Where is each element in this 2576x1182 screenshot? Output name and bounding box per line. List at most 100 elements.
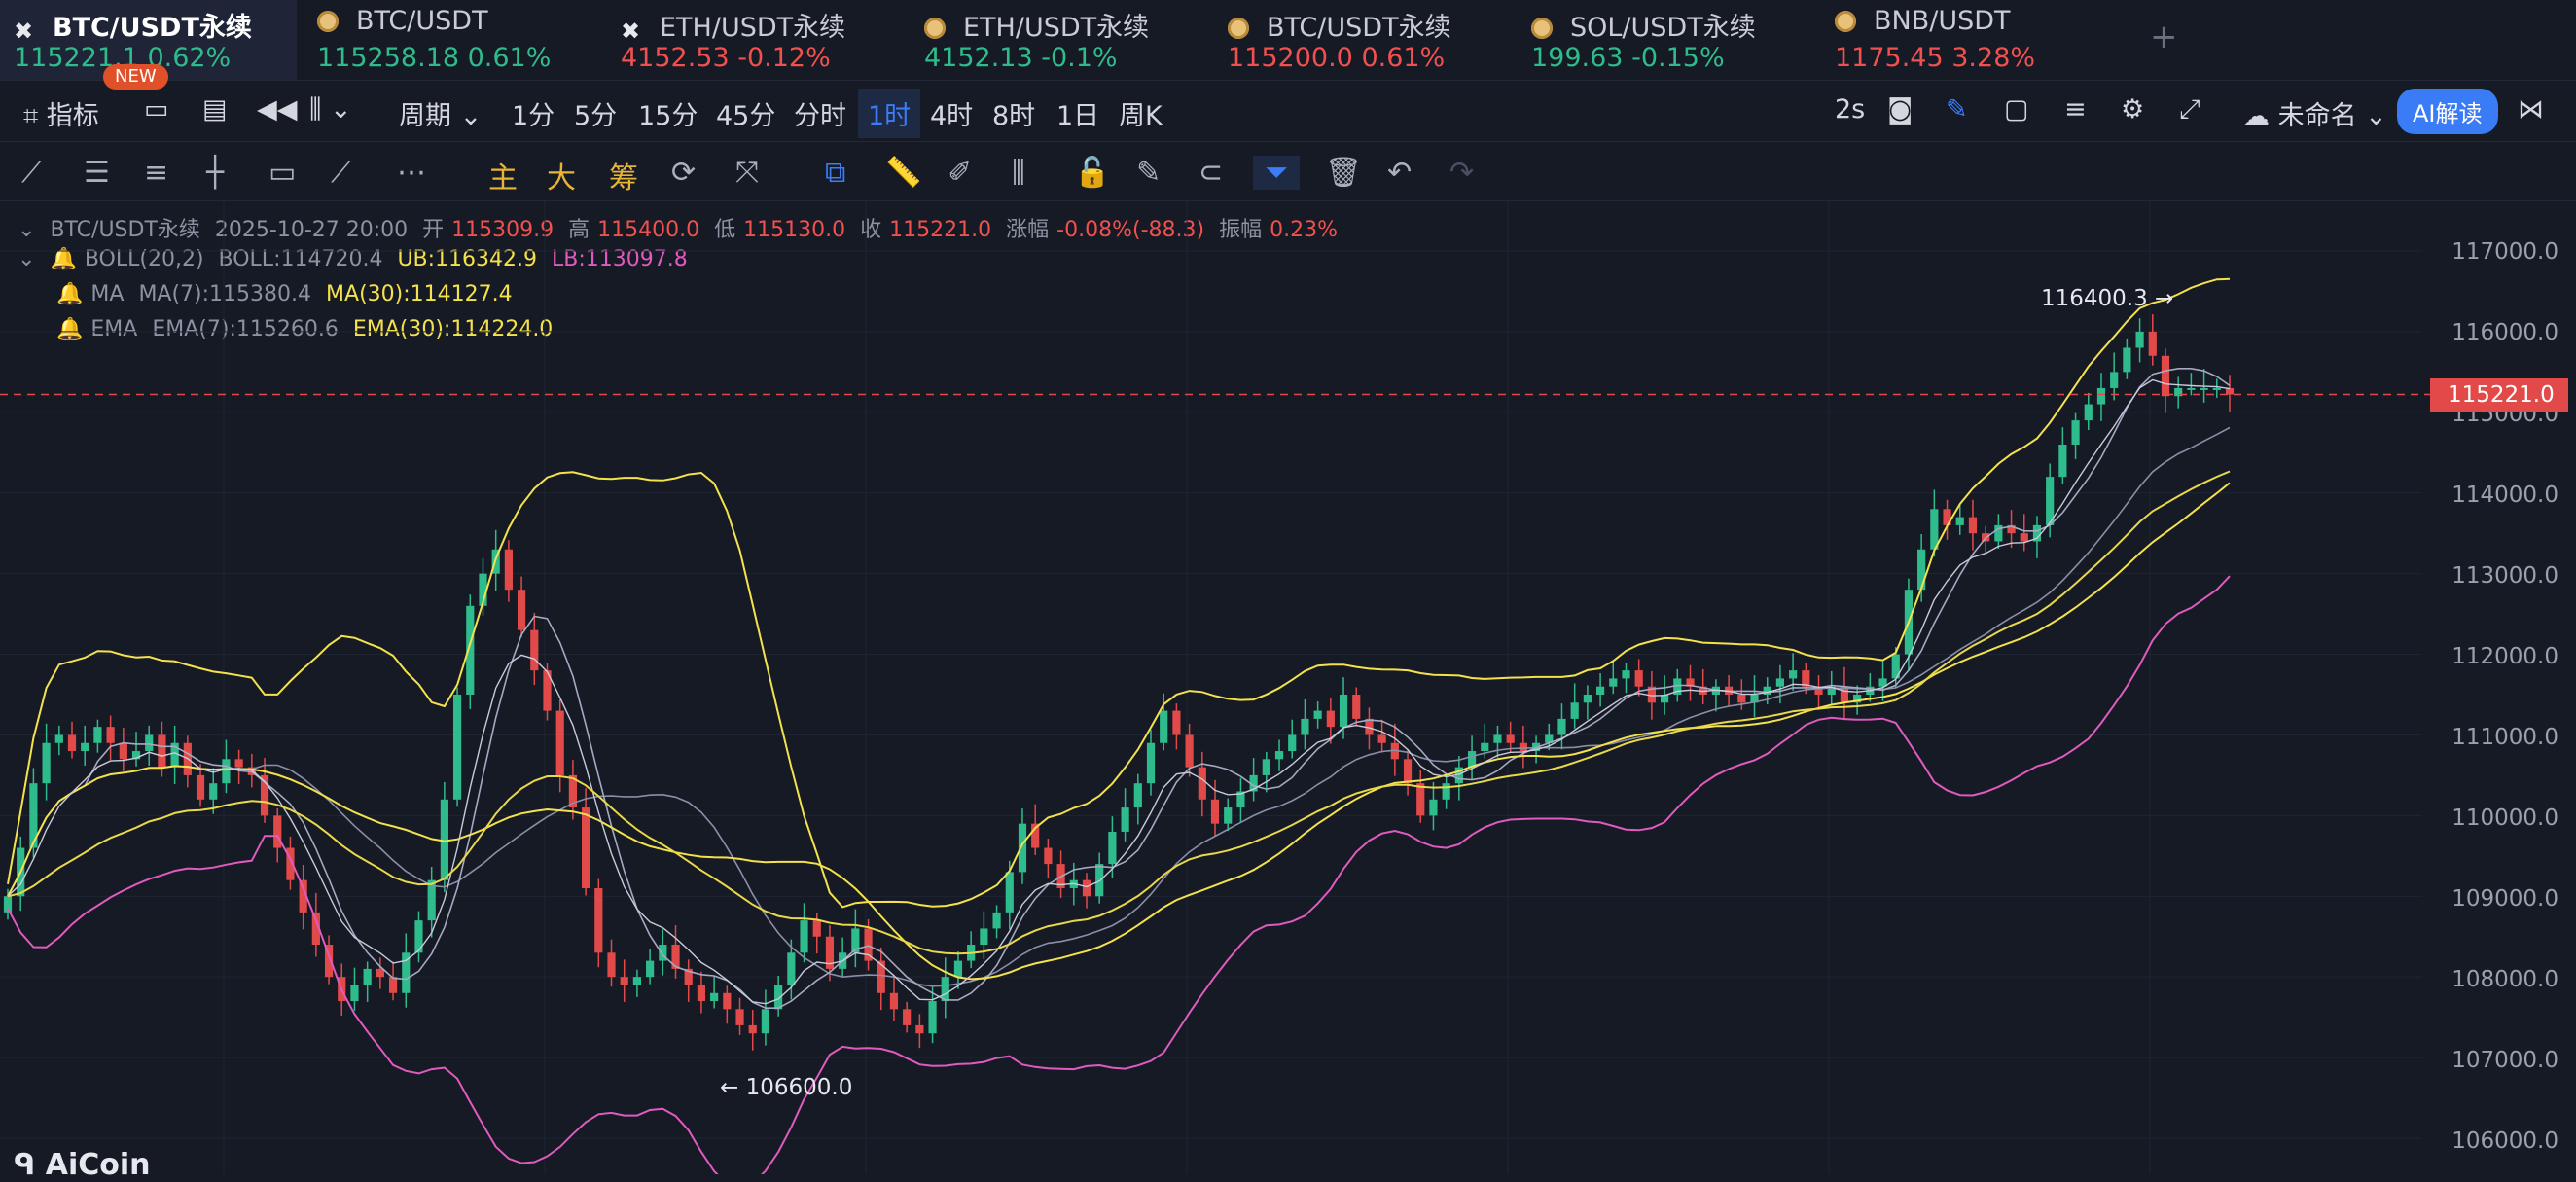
settings-icon[interactable]: ⚙ bbox=[2121, 94, 2145, 125]
candle-body bbox=[414, 920, 423, 953]
candle-body bbox=[941, 977, 949, 1002]
main-chart-toggle[interactable]: 主 bbox=[488, 161, 518, 196]
change-value: -0.08%(-88.3) bbox=[1056, 218, 1205, 242]
interval-15m[interactable]: 15分 bbox=[638, 101, 698, 131]
interval-1m[interactable]: 1分 bbox=[512, 101, 555, 131]
ma-info-line: 🔔 MA MA(7):115380.4 MA(30):114127.4 bbox=[56, 282, 520, 306]
candle-body bbox=[889, 992, 899, 1010]
interval-4h[interactable]: 4时 bbox=[930, 101, 974, 131]
interval-5m[interactable]: 5分 bbox=[574, 101, 618, 131]
candle-body bbox=[1160, 710, 1168, 743]
candles-icon[interactable]: ⫼ bbox=[1012, 156, 1025, 190]
lock-icon[interactable]: 🔓 bbox=[1074, 156, 1111, 190]
add-tab-icon[interactable]: + bbox=[2150, 18, 2178, 56]
candle-body bbox=[1018, 823, 1027, 873]
trend-line-icon[interactable]: ⟋ bbox=[21, 156, 42, 190]
layout-save-button[interactable]: ☁ 未命名 ⌄ bbox=[2243, 101, 2387, 131]
filter-icon[interactable]: ⏷ bbox=[1253, 156, 1300, 190]
fullscreen-icon[interactable]: ⤢ bbox=[2179, 94, 2200, 125]
tab-btc-usdt[interactable]: BTC/USDT 115258.18 0.61% bbox=[317, 0, 599, 80]
coin-icon bbox=[924, 18, 946, 39]
bookmark-icon[interactable]: ⧉ bbox=[825, 156, 846, 190]
rewind-icon[interactable]: ◀◀ bbox=[257, 94, 298, 125]
tab-eth-usdt-perp-2[interactable]: ETH/USDT永续 4152.13 -0.1% bbox=[924, 0, 1206, 80]
candle-body bbox=[440, 799, 448, 880]
big-order-toggle[interactable]: 大 bbox=[547, 161, 576, 196]
candle-body bbox=[222, 759, 231, 784]
ruler-icon[interactable]: 📏 bbox=[885, 156, 922, 190]
share-icon[interactable]: ⋈ bbox=[2518, 94, 2544, 125]
tab-eth-usdt-perp[interactable]: ✖ ETH/USDT永续 4152.53 -0.12% bbox=[621, 0, 903, 80]
calendar-icon[interactable]: ▭ bbox=[144, 94, 169, 125]
tab-symbol: ETH/USDT永续 bbox=[660, 13, 846, 43]
parallel-lines-icon[interactable]: ≡ bbox=[144, 156, 169, 190]
comment-icon[interactable]: ▢ bbox=[2004, 94, 2029, 125]
bell-icon[interactable]: 🔔 bbox=[56, 317, 84, 341]
interval-timeshare[interactable]: 分时 bbox=[794, 101, 846, 131]
period-dropdown[interactable]: 周期 ⌄ bbox=[399, 101, 483, 131]
candlestick-chart[interactable] bbox=[0, 201, 2576, 1174]
open-label: 开 bbox=[422, 218, 445, 242]
interval-1h[interactable]: 1时 bbox=[858, 89, 921, 138]
candle-body bbox=[1416, 783, 1425, 816]
boll-mid-line bbox=[7, 426, 2231, 987]
candle-body bbox=[350, 985, 359, 1002]
candle-body bbox=[864, 928, 873, 961]
refresh-interval-button[interactable]: 2s bbox=[1835, 94, 1866, 125]
trash-icon[interactable]: 🗑 bbox=[1325, 156, 1363, 190]
collapse-icon[interactable]: ⌄ bbox=[18, 218, 36, 242]
indicators-button[interactable]: ⌗ 指标 bbox=[23, 94, 99, 132]
tab-bnb-usdt[interactable]: BNB/USDT 1175.45 3.28% bbox=[1835, 0, 2117, 80]
candle-body bbox=[710, 992, 719, 1002]
candle-body bbox=[1274, 751, 1284, 760]
amplitude-label: 振幅 bbox=[1219, 218, 1263, 242]
info-datetime: 2025-10-27 20:00 bbox=[214, 218, 409, 242]
horizontal-lines-icon[interactable]: ☰ bbox=[84, 156, 110, 190]
tab-sol-usdt-perp[interactable]: SOL/USDT永续 199.63 -0.15% bbox=[1531, 0, 1813, 80]
collapse-icon[interactable]: ⌄ bbox=[18, 247, 36, 271]
undo-icon[interactable]: ↶ bbox=[1387, 156, 1413, 190]
bell-icon[interactable]: 🔔 bbox=[56, 282, 84, 306]
interval-1d[interactable]: 1日 bbox=[1056, 101, 1100, 131]
sync-icon[interactable]: ⟳ bbox=[671, 156, 697, 190]
ai-analysis-button[interactable]: AI解读 bbox=[2397, 89, 2498, 134]
redo-icon[interactable]: ↷ bbox=[1449, 156, 1475, 190]
layout-grid-icon[interactable]: ▤ bbox=[202, 94, 228, 125]
candle-body bbox=[1609, 678, 1618, 687]
candle-body bbox=[1519, 742, 1527, 752]
candle-body bbox=[1442, 783, 1450, 800]
high-annotation-value: 116400.3 bbox=[2041, 286, 2148, 311]
candle-body bbox=[1198, 767, 1206, 800]
tab-price: 199.63 bbox=[1531, 43, 1624, 73]
candle-body bbox=[1352, 695, 1361, 719]
interval-45m[interactable]: 45分 bbox=[716, 101, 776, 131]
more-tools-icon[interactable]: ⋯ bbox=[397, 156, 426, 190]
tab-btc-usdt-perp-2[interactable]: BTC/USDT永续 115200.0 0.61% bbox=[1228, 0, 1510, 80]
measure-icon[interactable]: ⤧ bbox=[735, 156, 759, 190]
candle-body bbox=[697, 985, 706, 1002]
amplitude-value: 0.23% bbox=[1270, 218, 1338, 242]
candle-body bbox=[145, 734, 154, 752]
segment-icon[interactable]: ⟋ bbox=[331, 156, 351, 190]
magnet-icon[interactable]: ⊂ bbox=[1199, 156, 1224, 190]
horizontal-ray-icon[interactable]: ┼ bbox=[206, 156, 225, 190]
interval-week[interactable]: 周K bbox=[1119, 101, 1163, 131]
candle-body bbox=[1339, 695, 1348, 728]
candle-body bbox=[2174, 387, 2183, 397]
edit-list-icon[interactable]: ✎ bbox=[1136, 156, 1162, 190]
chip-distribution-toggle[interactable]: 筹 bbox=[609, 161, 638, 196]
brush-icon[interactable]: ✐ bbox=[948, 156, 973, 190]
y-tick-label: 114000.0 bbox=[2451, 483, 2558, 508]
list-icon[interactable]: ≡ bbox=[2064, 94, 2087, 125]
interval-8h[interactable]: 8时 bbox=[992, 101, 1036, 131]
candle-body bbox=[1146, 742, 1156, 784]
candle-body bbox=[607, 952, 616, 978]
camera-icon[interactable]: ◙ bbox=[1887, 94, 1914, 125]
chart-type-icon[interactable]: ⫼ ⌄ bbox=[309, 94, 352, 125]
pencil-icon[interactable]: ✎ bbox=[1946, 94, 1968, 125]
candle-body bbox=[2123, 347, 2131, 373]
tab-btc-usdt-perp[interactable]: ✖ BTC/USDT永续 115221.1 0.62% bbox=[0, 0, 297, 80]
tab-price: 4152.13 bbox=[924, 43, 1033, 73]
rectangle-icon[interactable]: ▭ bbox=[268, 156, 297, 190]
coin-icon bbox=[1835, 11, 1856, 32]
